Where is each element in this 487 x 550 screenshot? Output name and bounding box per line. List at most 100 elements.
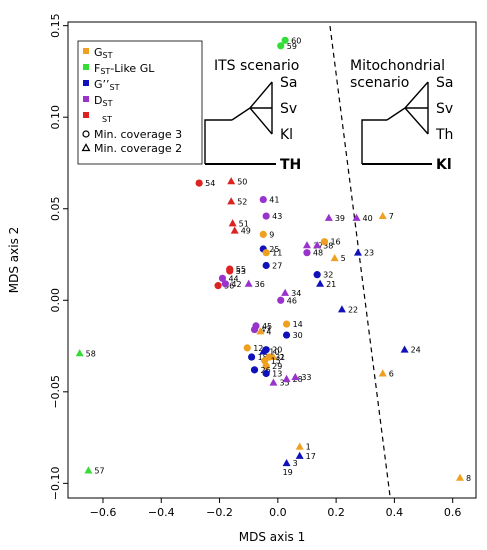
data-point: [259, 347, 268, 355]
scenario-insets: ITS scenarioSaSvKlTHMitochondrialscenari…: [204, 58, 453, 173]
point-label: 60: [291, 36, 301, 45]
data-point: [226, 267, 234, 275]
data-point: [259, 230, 267, 238]
data-point: [316, 279, 325, 287]
point-label: 55: [236, 265, 246, 274]
x-tick-label: 0.6: [444, 506, 462, 519]
data-point: [303, 249, 311, 257]
point-label: 17: [306, 452, 316, 461]
data-point: [262, 362, 270, 370]
point-label: 45: [262, 322, 272, 331]
point-label: 50: [237, 177, 247, 186]
legend-marker-label: Min. coverage 2: [94, 142, 182, 155]
data-point: [269, 352, 278, 360]
legend-label: GST: [94, 46, 113, 60]
point-label: 33: [301, 373, 311, 382]
data-point: [243, 344, 251, 352]
data-point: [195, 179, 203, 187]
point-label: 36: [255, 280, 265, 289]
data-point: [256, 327, 265, 335]
y-tick-label: 0.00: [49, 288, 62, 313]
point-label: 22: [348, 305, 358, 314]
point-label: 1: [306, 443, 311, 452]
point-label: 42: [231, 280, 241, 289]
point-label: 18: [258, 353, 268, 362]
legend-marker-label: Min. coverage 3: [94, 128, 182, 141]
y-axis-label: MDS axis 2: [7, 227, 21, 294]
data-point: [302, 241, 311, 249]
legend: GST FST-Like GL G’’ST DST ST Min. coverage 3M…: [77, 40, 203, 165]
tree-tip-label: Sv: [436, 101, 453, 117]
scenario-title: Mitochondrial: [350, 58, 445, 74]
legend-swatch: [83, 64, 89, 70]
data-point: [282, 331, 291, 339]
point-label: 35: [279, 379, 289, 388]
point-label: 32: [323, 271, 333, 280]
data-point: [214, 282, 222, 290]
data-point: [330, 253, 339, 262]
legend-swatch: [83, 80, 89, 86]
point-label: 53: [236, 267, 246, 276]
data-point: [262, 369, 270, 378]
tree-outgroup-label: Kl: [436, 157, 452, 173]
point-label: 52: [237, 197, 247, 206]
data-point: [250, 366, 259, 374]
data-point: [282, 320, 291, 328]
tree-branch: [204, 119, 232, 164]
axes: −0.6 −0.4 −0.2 0.0 0.2 0.4 0.6 −0.10 −0.05 0.00 0.…: [49, 13, 461, 519]
divider-line: [329, 25, 391, 497]
data-point: [400, 345, 409, 353]
legend-swatch: [83, 112, 89, 118]
x-tick-label: 0.2: [327, 506, 345, 519]
data-point: [320, 238, 329, 246]
point-label: 3: [293, 459, 298, 468]
tree-tip-label: Kl: [280, 127, 293, 143]
data-point: [281, 36, 289, 44]
point-label: 2: [279, 353, 284, 362]
tree-branch: [404, 81, 429, 109]
x-tick-label: −0.4: [148, 506, 175, 519]
data-point: [277, 296, 285, 304]
point-label: 13: [272, 370, 282, 379]
point-label: 10: [269, 348, 279, 357]
point-label: 20: [272, 346, 282, 355]
tree-tip-label: Sa: [280, 75, 297, 91]
tree-tip-label: Sv: [280, 101, 297, 117]
point-label: 41: [269, 196, 279, 205]
point-label: 34: [291, 289, 301, 298]
point-label: 9: [269, 230, 274, 239]
tree-tip-label: Sa: [436, 75, 453, 91]
data-point: [295, 451, 304, 459]
data-point: [378, 211, 387, 220]
data-point: [281, 288, 290, 296]
data-point: [227, 197, 236, 205]
data-point: [455, 473, 464, 481]
data-point: [228, 219, 237, 227]
data-point: [291, 372, 300, 381]
point-label: 8: [466, 474, 471, 483]
tree-branch: [404, 107, 429, 135]
point-label: 57: [94, 467, 104, 476]
y-tick-label: 0.10: [49, 105, 62, 130]
point-label: 4: [266, 327, 271, 336]
point-label: 51: [239, 219, 249, 228]
data-point: [313, 271, 321, 279]
data-point: [352, 213, 361, 221]
data-point: [378, 369, 387, 377]
point-label: 6: [389, 370, 394, 379]
point-label: 49: [241, 227, 251, 236]
point-label: 59: [287, 42, 297, 51]
legend-label: ST: [102, 115, 112, 124]
point-label: 19: [283, 468, 293, 477]
tree-branch: [249, 81, 273, 109]
data-point: [84, 466, 93, 474]
data-point: [230, 226, 239, 234]
tree-outgroup-label: TH: [280, 157, 301, 173]
y-tick-label: 0.15: [49, 13, 62, 37]
data-point: [262, 249, 270, 257]
point-label: 44: [228, 274, 238, 283]
tree-tip-label: Th: [435, 127, 453, 143]
